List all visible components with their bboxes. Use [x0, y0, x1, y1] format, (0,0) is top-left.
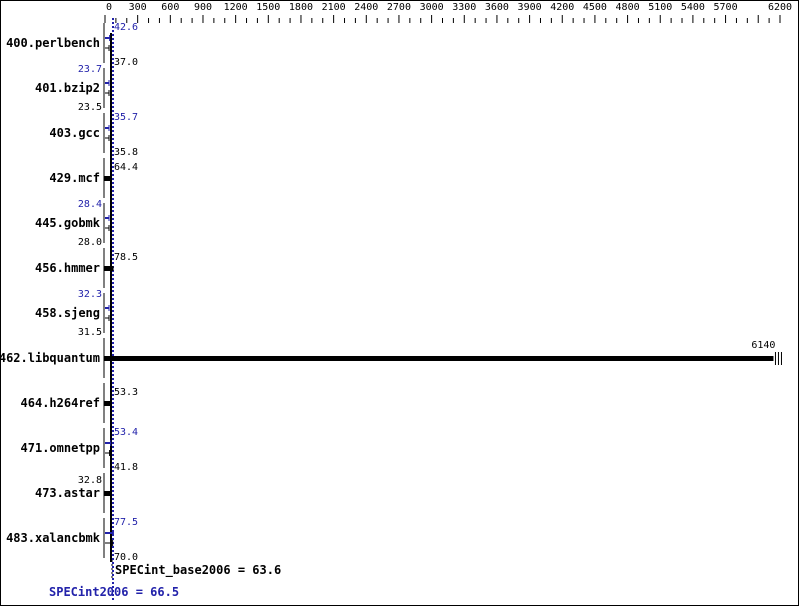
peak-geomean-label: SPECint2006 = 66.5	[49, 585, 179, 599]
x-tick-label: 6200	[768, 2, 792, 13]
x-tick-label: 600	[161, 2, 179, 13]
x-tick-label: 300	[129, 2, 147, 13]
x-tick-label: 1200	[224, 2, 248, 13]
base-value-label: 78.5	[114, 252, 138, 263]
base-value-label: 32.8	[78, 475, 102, 486]
benchmark-label: 462.libquantum	[0, 351, 100, 365]
base-bar	[104, 176, 113, 181]
peak-value-label: 32.3	[78, 289, 102, 300]
peak-value-label: 53.4	[114, 427, 138, 438]
x-tick-label: 1800	[289, 2, 313, 13]
benchmark-label: 445.gobmk	[35, 216, 101, 230]
base-value-label: 37.0	[114, 57, 138, 68]
x-tick-label: 2100	[322, 2, 346, 13]
peak-value-label: 35.7	[114, 112, 138, 123]
base-geomean-label: SPECint_base2006 = 63.6	[115, 563, 281, 578]
x-tick-label: 3000	[420, 2, 444, 13]
peak-value-label: 28.4	[78, 199, 102, 210]
base-bar	[104, 401, 111, 406]
base-value-label: 70.0	[114, 552, 138, 563]
x-tick-label: 900	[194, 2, 212, 13]
base-value-label: 31.5	[78, 327, 102, 338]
benchmark-label: 458.sjeng	[35, 306, 100, 320]
benchmark-label: 403.gcc	[49, 126, 100, 140]
benchmark-label: 473.astar	[35, 486, 100, 500]
x-tick-label: 3600	[485, 2, 509, 13]
x-tick-label: 1500	[256, 2, 280, 13]
base-value-label: 28.0	[78, 237, 102, 248]
base-value-label: 6140	[751, 340, 775, 351]
peak-value-label: 42.6	[114, 22, 138, 33]
benchmark-label: 456.hmmer	[35, 261, 100, 275]
x-tick-label: 5700	[714, 2, 738, 13]
base-bar	[104, 266, 114, 271]
base-value-label: 64.4	[114, 162, 138, 173]
x-tick-label: 4800	[616, 2, 640, 13]
benchmark-label: 429.mcf	[49, 171, 100, 185]
benchmark-label: 400.perlbench	[6, 36, 100, 50]
benchmark-label: 483.xalancbmk	[6, 531, 101, 545]
base-value-label: 23.5	[78, 102, 102, 113]
peak-value-label: 77.5	[114, 517, 138, 528]
base-bar	[104, 356, 774, 361]
x-tick-label: 3900	[518, 2, 542, 13]
base-bar	[104, 491, 111, 496]
base-value-label: 35.8	[114, 147, 138, 158]
x-tick-label: 2700	[387, 2, 411, 13]
base-value-label: 41.8	[114, 462, 138, 473]
benchmark-label: 464.h264ref	[21, 396, 100, 410]
base-value-label: 53.3	[114, 387, 138, 398]
x-tick-label: 5400	[681, 2, 705, 13]
benchmark-label: 401.bzip2	[35, 81, 100, 95]
x-tick-label: 0	[106, 2, 112, 13]
x-tick-label: 5100	[648, 2, 672, 13]
x-tick-label: 3300	[452, 2, 476, 13]
x-tick-label: 4200	[550, 2, 574, 13]
x-tick-label: 2400	[354, 2, 378, 13]
peak-value-label: 23.7	[78, 64, 102, 75]
benchmark-label: 471.omnetpp	[21, 441, 100, 455]
x-tick-label: 4500	[583, 2, 607, 13]
